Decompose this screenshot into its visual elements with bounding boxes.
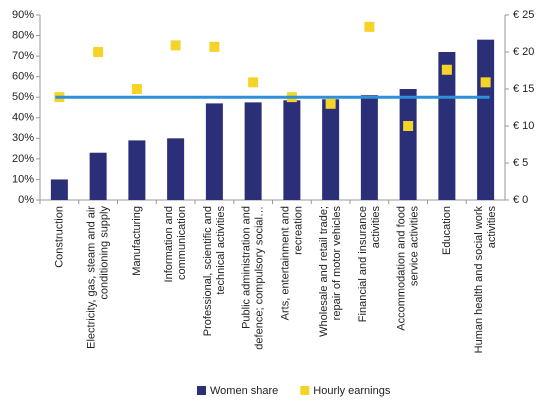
bar: [128, 140, 146, 200]
y2-tick-label: € 20: [513, 46, 534, 58]
earnings-marker: [93, 47, 104, 57]
y2-tick-label: € 5: [513, 157, 528, 169]
bar: [399, 89, 417, 200]
legend-swatch: [300, 386, 310, 395]
bar: [167, 138, 185, 200]
y2-tick-label: € 15: [513, 83, 534, 95]
y-tick-label: 70%: [12, 50, 34, 62]
y-tick-label: 80%: [12, 29, 34, 41]
x-tick-label: Human health and social workactivities: [473, 206, 498, 354]
y-tick-label: 50%: [12, 91, 34, 103]
earnings-marker: [209, 41, 220, 52]
y-tick-label: 90%: [12, 9, 34, 21]
earnings-marker: [325, 98, 336, 109]
legend-swatch: [197, 386, 206, 395]
x-tick-label: Professional, scientific andtechnical ac…: [202, 206, 227, 337]
x-tick-label: Education: [441, 206, 453, 255]
earnings-marker: [403, 121, 414, 131]
bar: [360, 95, 378, 200]
x-tick-label: Electricity, gas, steam and aircondition…: [85, 206, 110, 349]
earnings-marker: [170, 40, 181, 51]
earnings-marker: [480, 77, 491, 88]
bar: [283, 100, 301, 200]
y-tick-label: 30%: [12, 132, 34, 144]
bar: [244, 102, 262, 200]
earnings-marker: [364, 21, 375, 32]
y-tick-label: 40%: [12, 112, 34, 124]
x-tick-label: Wholesale and retail trade;repair of mot…: [318, 206, 343, 337]
y-tick-label: 10%: [12, 173, 34, 185]
bar: [322, 99, 340, 200]
legend-label: Hourly earnings: [313, 385, 391, 397]
earnings-marker: [131, 84, 142, 94]
y2-tick-label: € 25: [513, 9, 534, 21]
x-tick-label: Construction: [53, 206, 65, 268]
x-tick-label: Information andcommunication: [163, 206, 188, 282]
earnings-marker: [441, 64, 452, 75]
bar: [89, 152, 107, 200]
y2-tick-label: € 0: [513, 194, 528, 206]
bar: [438, 52, 456, 200]
x-tick-label: Financial and insuranceactivities: [357, 206, 382, 323]
bar: [205, 103, 223, 200]
x-tick-label: Public administration anddefence; compul…: [240, 206, 265, 350]
y2-tick-label: € 10: [513, 120, 534, 132]
x-tick-label: Arts, entertainment andrecreation: [279, 206, 304, 320]
legend-label: Women share: [210, 385, 278, 397]
y-tick-label: 0%: [18, 194, 34, 206]
x-tick-label: Accommodation and foodservice activities: [395, 206, 420, 331]
bar: [50, 179, 68, 200]
x-tick-label: Manufacturing: [131, 206, 143, 276]
y-tick-label: 20%: [12, 153, 34, 165]
y-tick-label: 60%: [12, 71, 34, 83]
bar: [477, 39, 495, 200]
earnings-marker: [248, 77, 259, 88]
